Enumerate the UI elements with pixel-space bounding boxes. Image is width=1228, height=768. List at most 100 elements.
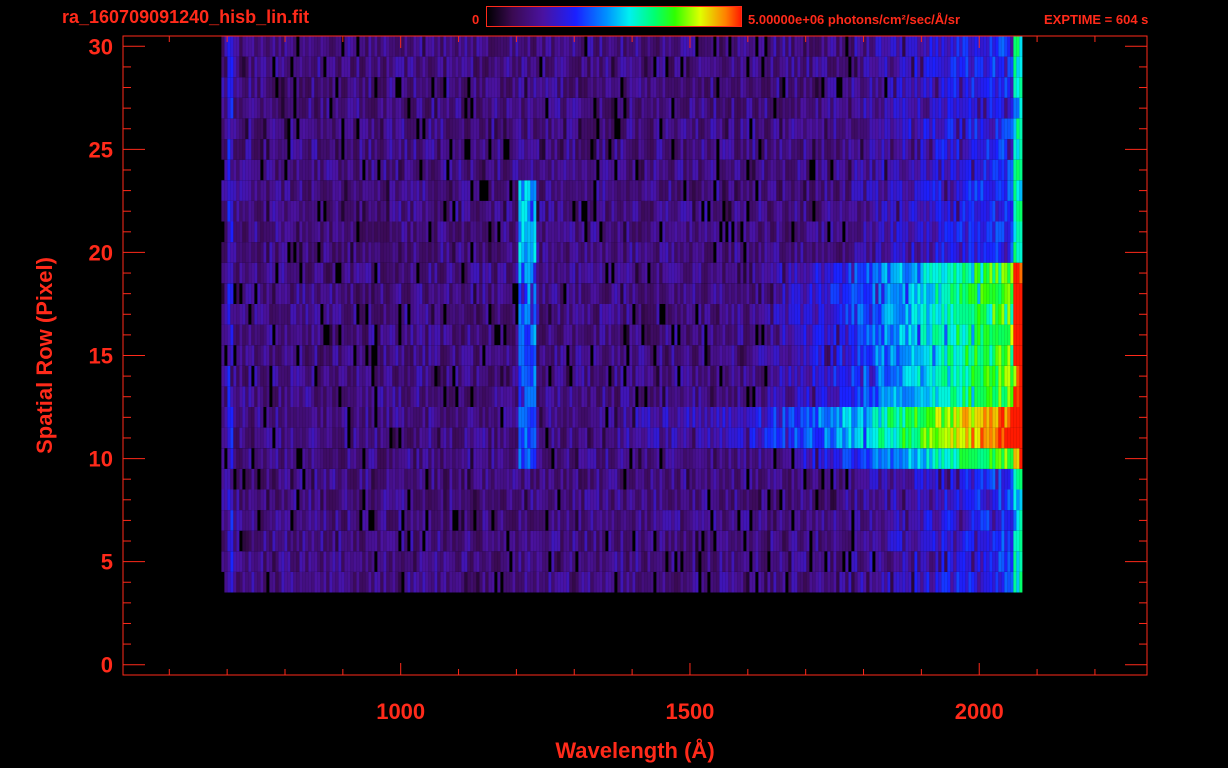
heatmap-cell xyxy=(308,571,312,593)
heatmap-cell xyxy=(587,221,591,243)
heatmap-cell xyxy=(929,365,933,387)
heatmap-cell xyxy=(434,530,438,552)
heatmap-cell xyxy=(527,489,531,511)
heatmap-cell xyxy=(950,386,954,407)
heatmap-cell xyxy=(578,221,582,243)
heatmap-cell xyxy=(506,448,510,469)
heatmap-cell xyxy=(479,571,483,593)
heatmap-cell xyxy=(599,530,603,552)
heatmap-cell xyxy=(356,468,360,490)
heatmap-cell xyxy=(722,304,726,325)
heatmap-cell xyxy=(602,448,606,469)
heatmap-cell xyxy=(680,200,684,222)
heatmap-cell xyxy=(911,407,915,428)
heatmap-cell xyxy=(257,448,261,469)
heatmap-cell xyxy=(233,386,237,407)
heatmap-cell xyxy=(596,221,600,243)
heatmap-cell xyxy=(833,200,837,222)
heatmap-cell xyxy=(944,221,948,243)
heatmap-cell xyxy=(512,489,516,511)
heatmap-cell xyxy=(338,242,342,263)
heatmap-cell xyxy=(245,365,249,387)
heatmap-cell xyxy=(776,386,780,407)
heatmap-cell xyxy=(569,407,573,428)
heatmap-cell xyxy=(857,200,861,222)
heatmap-cell xyxy=(491,221,495,243)
heatmap-cell xyxy=(890,448,894,469)
heatmap-cell xyxy=(836,386,840,407)
heatmap-cell xyxy=(284,304,288,325)
heatmap-cell xyxy=(341,242,345,263)
heatmap-cell xyxy=(923,407,927,428)
heatmap-cell xyxy=(509,242,513,263)
heatmap-cell xyxy=(683,200,687,222)
heatmap-cell xyxy=(248,221,252,243)
heatmap-cell xyxy=(788,365,792,387)
heatmap-cell xyxy=(803,283,807,304)
heatmap-cell xyxy=(518,242,522,263)
heatmap-cell xyxy=(236,530,240,552)
heatmap-cell xyxy=(299,489,303,511)
heatmap-cell xyxy=(842,468,846,490)
heatmap-cell xyxy=(335,200,339,222)
heatmap-cell xyxy=(752,283,756,304)
heatmap-cell xyxy=(626,283,630,304)
heatmap-cell xyxy=(242,365,246,387)
heatmap-cell xyxy=(473,262,477,284)
heatmap-cell xyxy=(425,262,429,284)
heatmap-cell xyxy=(944,551,948,572)
heatmap-cell xyxy=(572,530,576,552)
heatmap-cell xyxy=(476,365,480,387)
heatmap-cell xyxy=(674,262,678,284)
heatmap-cell xyxy=(380,468,384,490)
heatmap-cell xyxy=(749,221,753,243)
heatmap-cell xyxy=(656,386,660,407)
heatmap-cell xyxy=(233,489,237,511)
heatmap-cell xyxy=(257,262,261,284)
heatmap-cell xyxy=(455,304,459,325)
heatmap-cell xyxy=(656,304,660,325)
heatmap-cell xyxy=(257,324,261,346)
heatmap-cell xyxy=(983,386,987,407)
heatmap-cell xyxy=(350,510,354,531)
heatmap-cell xyxy=(890,262,894,284)
heatmap-cell xyxy=(278,345,282,366)
heatmap-cell xyxy=(281,345,285,366)
heatmap-cell xyxy=(374,365,378,387)
heatmap-cell xyxy=(527,386,531,407)
heatmap-cell xyxy=(941,551,945,572)
heatmap-cell xyxy=(902,324,906,346)
heatmap-cell xyxy=(533,324,537,346)
heatmap-cell xyxy=(461,180,465,201)
heatmap-cell xyxy=(509,365,513,387)
heatmap-cell xyxy=(635,551,639,572)
heatmap-cell xyxy=(704,283,708,304)
heatmap-cell xyxy=(899,304,903,325)
heatmap-cell xyxy=(914,242,918,263)
heatmap-cell xyxy=(866,200,870,222)
heatmap-cell xyxy=(995,448,999,469)
heatmap-cell xyxy=(848,386,852,407)
heatmap-cell xyxy=(431,427,435,449)
heatmap-cell xyxy=(1010,571,1014,593)
heatmap-cell xyxy=(866,530,870,552)
heatmap-cell xyxy=(401,180,405,201)
heatmap-cell xyxy=(266,386,270,407)
heatmap-cell xyxy=(446,510,450,531)
heatmap-cell xyxy=(404,448,408,469)
heatmap-cell xyxy=(755,427,759,449)
heatmap-cell xyxy=(521,468,525,490)
heatmap-cell xyxy=(344,530,348,552)
heatmap-cell xyxy=(605,365,609,387)
heatmap-cell xyxy=(917,448,921,469)
heatmap-cell xyxy=(692,262,696,284)
heatmap-cell xyxy=(527,242,531,263)
heatmap-cell xyxy=(557,510,561,531)
heatmap-cell xyxy=(248,468,252,490)
heatmap-cell xyxy=(614,386,618,407)
heatmap-cell xyxy=(875,448,879,469)
heatmap-cell xyxy=(722,468,726,490)
heatmap-cell xyxy=(494,180,498,201)
heatmap-cell xyxy=(563,489,567,511)
heatmap-cell xyxy=(767,407,771,428)
